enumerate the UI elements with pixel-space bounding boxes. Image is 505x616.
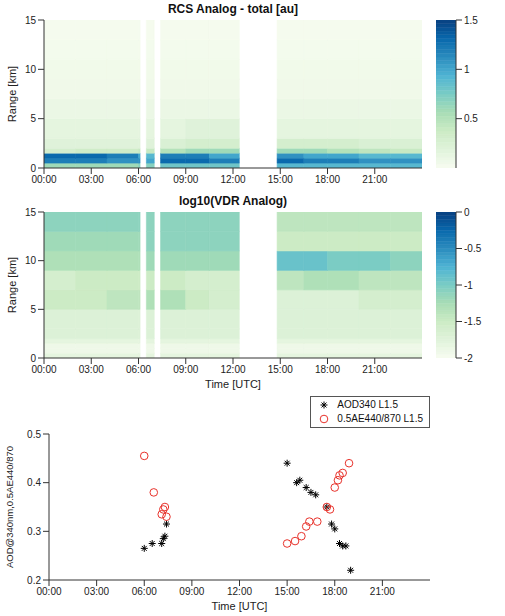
svg-text:0: 0 [30,353,36,364]
svg-text:Time [UTC]: Time [UTC] [212,600,268,612]
svg-text:10: 10 [25,64,37,75]
svg-text:-1: -1 [464,280,473,291]
svg-text:06:00: 06:00 [126,364,151,375]
html-text:RCS Analog - total [au]: RCS Analog - total [au] [167,2,299,16]
html-text:0.5AE440/870 L1.5: 0.5AE440/870 L1.5 [337,413,423,424]
svg-text:15:00: 15:00 [268,364,293,375]
svg-text:03:00: 03:00 [84,586,109,597]
svg-text:21:00: 21:00 [362,174,387,185]
svg-text:00:00: 00:00 [31,174,56,185]
svg-text:12:00: 12:00 [220,364,245,375]
svg-text:09:00: 09:00 [179,586,204,597]
svg-text:Time [UTC]: Time [UTC] [205,378,261,390]
svg-text:10: 10 [25,255,37,266]
svg-text:1.5: 1.5 [464,15,478,26]
svg-text:5: 5 [30,113,36,124]
svg-text:-0.5: -0.5 [464,243,482,254]
svg-text:Range [km]: Range [km] [6,66,18,122]
svg-text:15:00: 15:00 [268,174,293,185]
svg-text:00:00: 00:00 [36,586,61,597]
svg-text:0: 0 [30,163,36,174]
html-text:AOD340 L1.5: AOD340 L1.5 [337,399,398,410]
svg-text:AOD@340nm,0.5AE440/870: AOD@340nm,0.5AE440/870 [4,446,15,568]
svg-text:1: 1 [464,64,470,75]
svg-text:00:00: 00:00 [31,364,56,375]
svg-text:15: 15 [25,15,37,26]
svg-text:03:00: 03:00 [79,364,104,375]
svg-text:0.2: 0.2 [27,575,41,586]
svg-text:-1.5: -1.5 [464,316,482,327]
svg-text:0.5: 0.5 [464,113,478,124]
svg-text:12:00: 12:00 [220,174,245,185]
svg-text:12:00: 12:00 [227,586,252,597]
svg-text:0.5: 0.5 [27,429,41,440]
svg-text:0.4: 0.4 [27,477,41,488]
svg-text:18:00: 18:00 [315,174,340,185]
svg-text:18:00: 18:00 [315,364,340,375]
svg-text:09:00: 09:00 [173,364,198,375]
svg-text:15:00: 15:00 [275,586,300,597]
svg-text:Range [km]: Range [km] [6,257,18,313]
svg-text:0: 0 [464,207,470,218]
html-text:log10(VDR Analog): log10(VDR Analog) [178,194,288,208]
svg-text:21:00: 21:00 [362,364,387,375]
svg-text:5: 5 [30,304,36,315]
svg-text:21:00: 21:00 [370,586,395,597]
svg-text:15: 15 [25,207,37,218]
svg-text:06:00: 06:00 [132,586,157,597]
svg-text:06:00: 06:00 [126,174,151,185]
svg-text:-2: -2 [464,353,473,364]
svg-text:0.3: 0.3 [27,526,41,537]
svg-text:03:00: 03:00 [79,174,104,185]
svg-text:09:00: 09:00 [173,174,198,185]
svg-text:18:00: 18:00 [322,586,347,597]
